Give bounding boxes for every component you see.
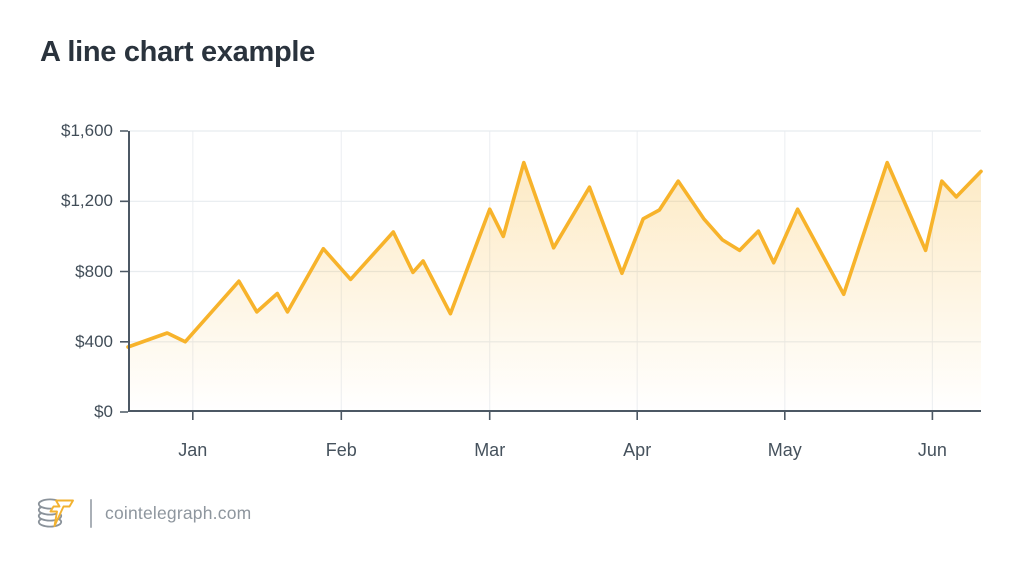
y-tick-label: $0 bbox=[94, 402, 113, 421]
y-tick-label: $1,200 bbox=[61, 191, 113, 211]
chart-title: A line chart example bbox=[40, 36, 315, 68]
x-tick-label: Mar bbox=[474, 440, 506, 460]
axis-tick-marks bbox=[120, 130, 934, 420]
x-tick-label: Apr bbox=[623, 440, 652, 460]
axis-lines bbox=[128, 131, 981, 412]
x-tick-label: Jun bbox=[917, 440, 947, 460]
cointelegraph-logo-icon bbox=[37, 498, 74, 528]
x-tick-label: May bbox=[767, 440, 802, 460]
plot-svg bbox=[120, 130, 983, 420]
series-area-fill bbox=[128, 162, 981, 412]
series-line bbox=[126, 160, 983, 349]
y-tick-label: $400 bbox=[75, 331, 113, 351]
footer-site-label: cointelegraph.com bbox=[105, 503, 252, 523]
footer-divider bbox=[90, 499, 92, 528]
y-tick-label: $1,600 bbox=[61, 121, 113, 140]
y-tick-label: $800 bbox=[75, 261, 113, 281]
lightning-bolt-t-glyph bbox=[49, 499, 74, 527]
x-tick-label: Jan bbox=[178, 440, 208, 460]
x-tick-label: Feb bbox=[325, 440, 357, 460]
